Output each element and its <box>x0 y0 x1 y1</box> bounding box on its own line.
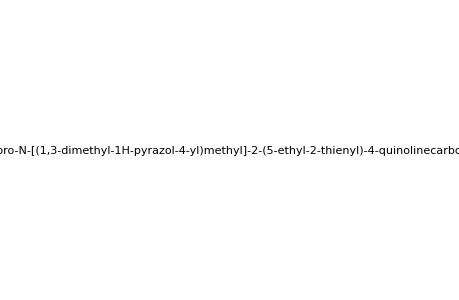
Text: 6-chloro-N-[(1,3-dimethyl-1H-pyrazol-4-yl)methyl]-2-(5-ethyl-2-thienyl)-4-quinol: 6-chloro-N-[(1,3-dimethyl-1H-pyrazol-4-y… <box>0 146 459 157</box>
